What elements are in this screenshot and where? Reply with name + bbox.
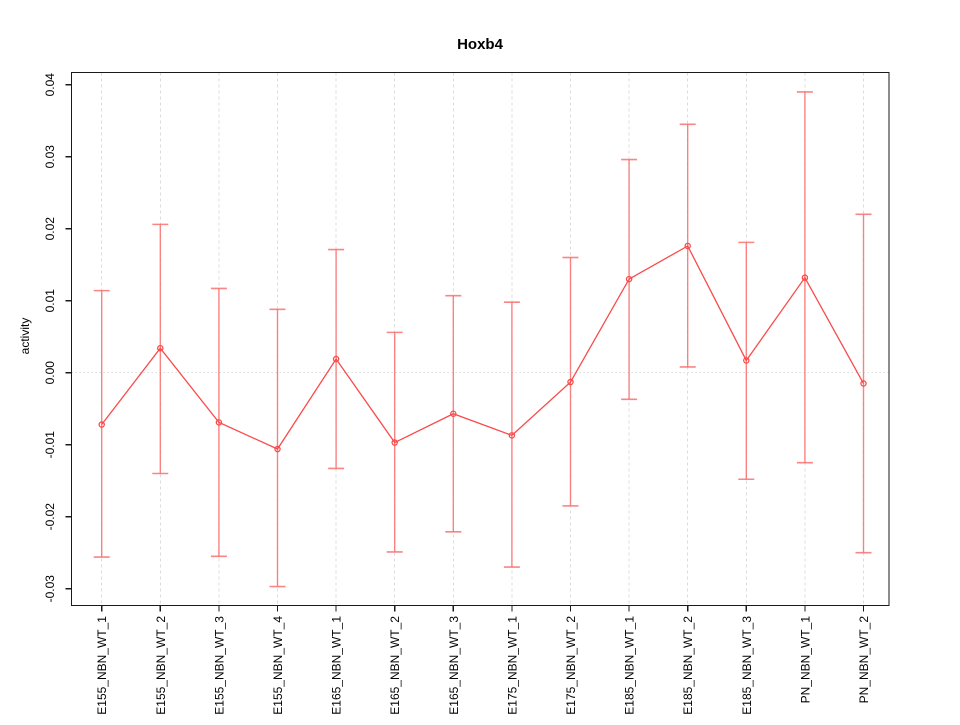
y-tick-label: 0.01 [43, 289, 57, 313]
data-point-marker [391, 439, 398, 446]
x-category-label: E155_NBN_WT_3 [212, 616, 226, 715]
data-point-marker [508, 432, 516, 439]
data-point-marker [801, 274, 809, 281]
chart-title: Hoxb4 [457, 36, 503, 53]
x-category-label: E175_NBN_WT_1 [505, 616, 519, 715]
data-point-marker [98, 421, 105, 428]
y-tick-label: 0.03 [43, 145, 57, 169]
y-axis-title: activity [18, 317, 32, 355]
data-point-marker [684, 242, 691, 250]
x-category-label: PN_NBN_WT_1 [798, 616, 812, 704]
x-category-label: E155_NBN_WT_1 [95, 616, 109, 715]
data-point-marker [743, 357, 750, 364]
x-category-label: E165_NBN_WT_1 [330, 616, 344, 715]
x-category-label: PN_NBN_WT_2 [857, 616, 871, 704]
y-tick-label: 0.02 [43, 217, 57, 241]
y-tick-label: -0.03 [43, 575, 57, 603]
y-tick-label: -0.02 [43, 503, 57, 531]
x-category-label: E175_NBN_WT_2 [564, 616, 578, 715]
plot-box [70, 71, 890, 607]
x-category-label: E185_NBN_WT_2 [681, 616, 695, 715]
x-category-label: E155_NBN_WT_2 [154, 616, 168, 715]
data-point-marker [215, 419, 223, 426]
data-point-marker [567, 378, 574, 386]
data-point-marker [332, 355, 340, 363]
y-tick-label: -0.01 [43, 431, 57, 459]
x-category-label: E165_NBN_WT_2 [388, 616, 402, 715]
series-line [101, 245, 865, 450]
data-point-marker [450, 410, 457, 417]
x-category-label: E185_NBN_WT_3 [740, 616, 754, 715]
data-point-marker [625, 275, 633, 283]
y-tick-label: 0.00 [43, 361, 57, 385]
data-point-marker [274, 445, 281, 453]
data-point-marker [157, 344, 164, 352]
x-category-label: E165_NBN_WT_3 [447, 616, 461, 715]
x-category-label: E185_NBN_WT_1 [623, 616, 637, 715]
x-category-label: E155_NBN_WT_4 [271, 616, 285, 715]
data-point-marker [860, 380, 867, 387]
y-tick-label: 0.04 [43, 73, 57, 97]
